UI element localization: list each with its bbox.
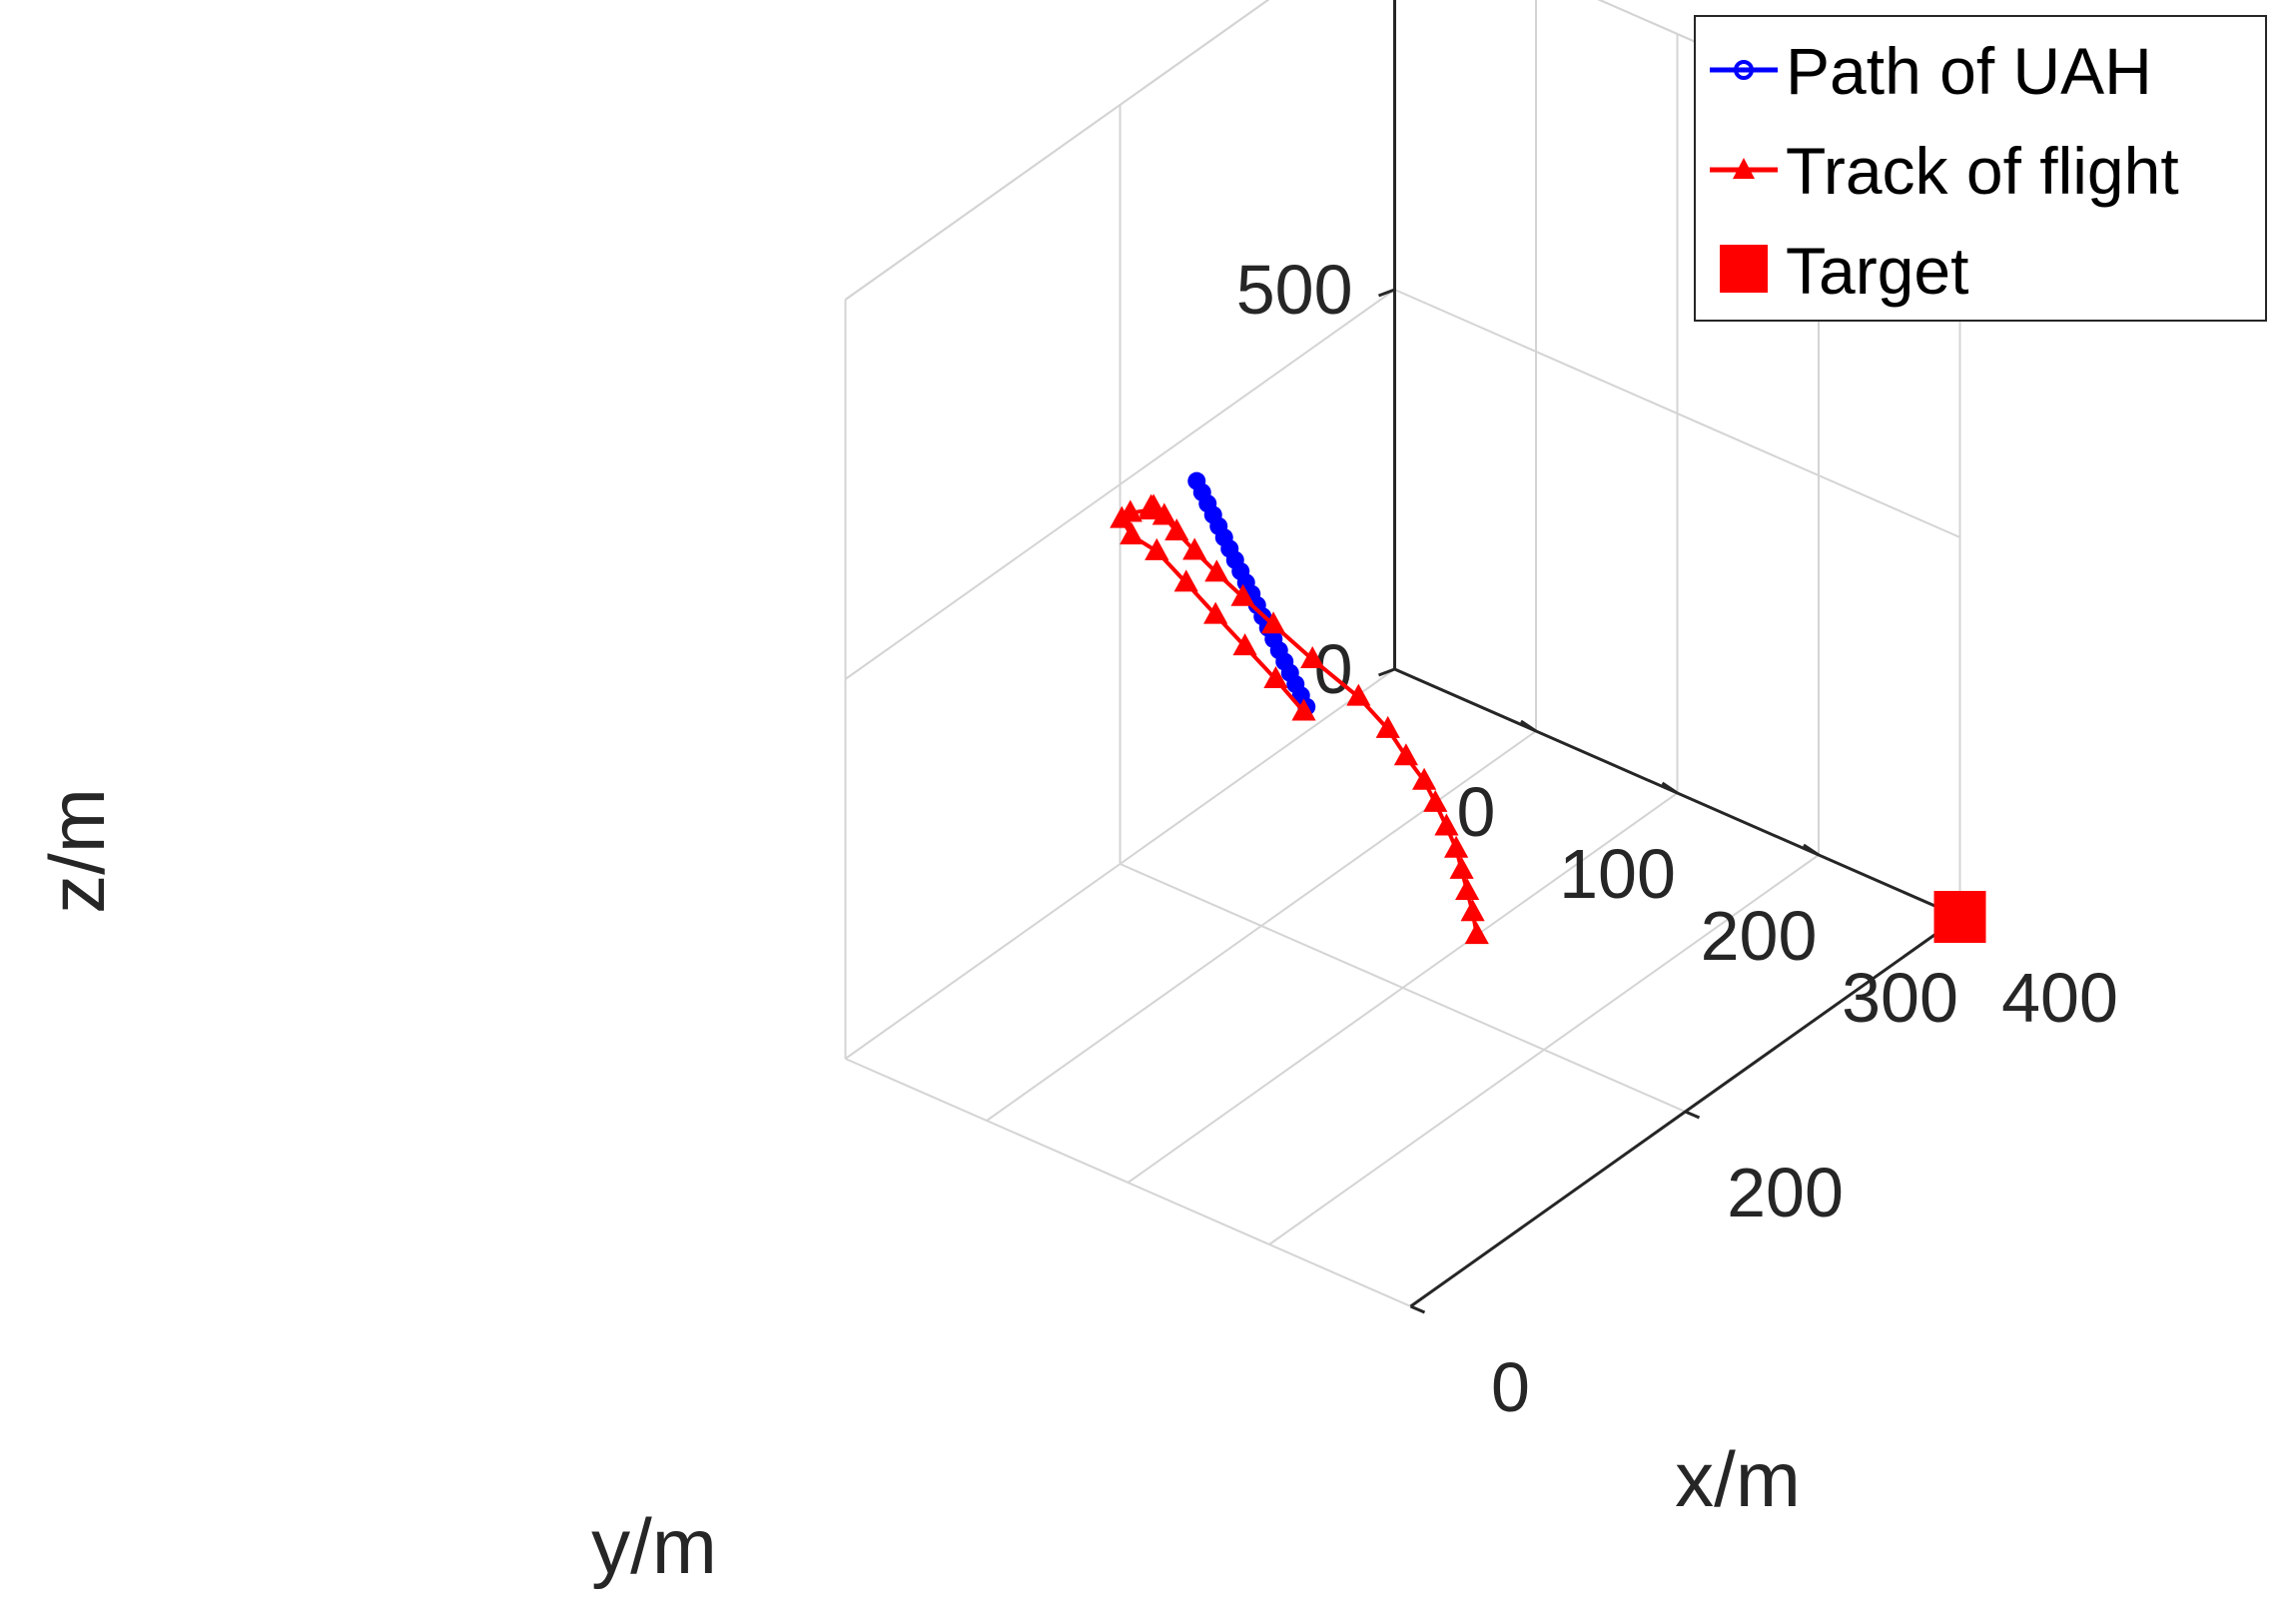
data-point-track-of-flight (1423, 789, 1448, 812)
data-series (1110, 471, 1986, 945)
data-point-track-of-flight (1145, 537, 1169, 560)
grid-line-backwall-z (844, 289, 1396, 680)
data-point-track-of-flight (1464, 922, 1489, 945)
tick-labels: 0200400010020030005001000 (1236, 251, 2118, 1426)
z-tick-label: 500 (1236, 251, 1353, 329)
x-tick-label: 400 (2001, 959, 2118, 1037)
grid-line-sidewall-z (1394, 289, 1960, 538)
grid-line-floor-y (986, 730, 1537, 1122)
data-point-track-of-flight (1449, 856, 1474, 879)
data-point-track-of-flight (1260, 611, 1286, 634)
z-tick-label: 0 (1314, 630, 1353, 708)
data-point-track-of-flight (1118, 499, 1143, 522)
data-point-track-of-flight (1393, 743, 1419, 766)
box-edge (844, 0, 1270, 301)
data-point-track-of-flight (1291, 698, 1316, 721)
data-point-track-of-flight (1346, 683, 1371, 706)
data-point-track-of-flight (1412, 767, 1437, 790)
y-tick-mark (1661, 781, 1679, 795)
legend-label-target: Target (1786, 234, 1968, 308)
legend-marker-path-of-uah (1734, 60, 1754, 80)
data-point-track-of-flight (1455, 878, 1480, 901)
z-axis-label: z/m (33, 788, 121, 914)
data-point-track-of-flight (1182, 537, 1207, 560)
data-point-track-of-flight (1375, 715, 1400, 738)
z-tick-mark (1377, 288, 1396, 298)
data-point-track-of-flight (1173, 569, 1198, 592)
data-point-track-of-flight (1138, 497, 1163, 520)
x-tick-mark (1409, 1304, 1426, 1314)
legend-label-path-of-uah: Path of UAH (1786, 34, 2152, 108)
series-line-track-of-flight (1120, 504, 1479, 938)
legend-label-track-of-flight: Track of flight (1786, 134, 2179, 208)
y-tick-label: 100 (1559, 835, 1676, 913)
y-tick-label: 0 (1457, 773, 1496, 851)
data-point-track-of-flight (1434, 813, 1459, 836)
data-point-track-of-flight (1204, 559, 1229, 582)
legend-marker-target (1720, 245, 1768, 293)
y-tick-mark (1520, 719, 1537, 733)
data-point-track-of-flight (1203, 601, 1228, 624)
data-point-track-of-flight (1444, 835, 1469, 858)
x-tick-mark (1684, 1110, 1701, 1120)
y-tick-label: 300 (1842, 959, 1958, 1037)
y-axis-label: y/m (591, 1502, 717, 1590)
data-point-track-of-flight (1300, 646, 1325, 669)
data-point-track-of-flight (1263, 665, 1288, 688)
legend-entry-track-of-flight: Track of flight (1710, 134, 2179, 208)
legend-entry-path-of-uah: Path of UAH (1710, 34, 2152, 108)
data-point-track-of-flight (1230, 583, 1255, 606)
x-axis-label: x/m (1675, 1435, 1801, 1523)
data-point-target (1933, 891, 1986, 943)
legend-entry-target: Target (1720, 234, 1968, 308)
legend: Path of UAH Track of flight Target (1694, 15, 2267, 322)
data-point-track-of-flight (1151, 502, 1176, 525)
y-tick-mark (1803, 843, 1820, 857)
y-tick-label: 200 (1701, 897, 1818, 975)
legend-marker-track-of-flight (1733, 158, 1755, 179)
grid-line-floor-y (1268, 854, 1820, 1245)
legend-box (1694, 15, 2267, 322)
x-tick-label: 0 (1491, 1348, 1530, 1426)
z-tick-mark (1377, 667, 1396, 677)
data-point-track-of-flight (1120, 522, 1145, 545)
data-point-track-of-flight (1164, 518, 1189, 541)
grid-line-backwall-z (844, 668, 1396, 1060)
grid-line-floor-y (1127, 792, 1679, 1184)
x-tick-label: 200 (1727, 1154, 1844, 1231)
data-point-track-of-flight (1460, 899, 1485, 922)
data-point-track-of-flight (1232, 633, 1257, 656)
